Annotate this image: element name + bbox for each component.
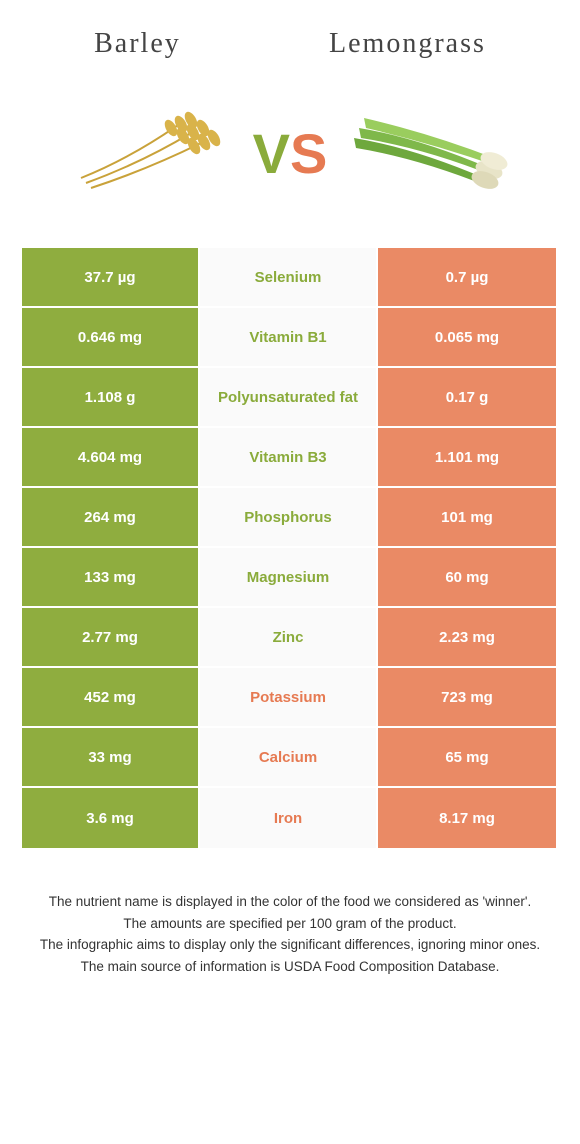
lemongrass-image xyxy=(339,108,509,198)
value-left: 133 mg xyxy=(22,548,200,606)
nutrient-label: Polyunsaturated fat xyxy=(200,368,378,426)
value-right: 0.7 µg xyxy=(378,248,556,306)
value-right: 723 mg xyxy=(378,668,556,726)
table-row: 3.6 mgIron8.17 mg xyxy=(22,788,558,848)
nutrient-label: Iron xyxy=(200,788,378,848)
nutrient-label: Magnesium xyxy=(200,548,378,606)
value-right: 2.23 mg xyxy=(378,608,556,666)
table-row: 0.646 mgVitamin B10.065 mg xyxy=(22,308,558,368)
value-right: 101 mg xyxy=(378,488,556,546)
value-right: 1.101 mg xyxy=(378,428,556,486)
table-row: 37.7 µgSelenium0.7 µg xyxy=(22,248,558,308)
footnotes: The nutrient name is displayed in the co… xyxy=(0,848,580,998)
title-right: Lemongrass xyxy=(329,28,486,60)
footnote-line: The amounts are specified per 100 gram o… xyxy=(28,914,552,934)
value-left: 264 mg xyxy=(22,488,200,546)
nutrient-table: 37.7 µgSelenium0.7 µg0.646 mgVitamin B10… xyxy=(22,248,558,848)
table-row: 4.604 mgVitamin B31.101 mg xyxy=(22,428,558,488)
footnote-line: The main source of information is USDA F… xyxy=(28,957,552,977)
table-row: 1.108 gPolyunsaturated fat0.17 g xyxy=(22,368,558,428)
nutrient-label: Zinc xyxy=(200,608,378,666)
nutrient-label: Phosphorus xyxy=(200,488,378,546)
table-row: 133 mgMagnesium60 mg xyxy=(22,548,558,608)
vs-text: VS xyxy=(253,121,328,186)
header: Barley Lemongrass xyxy=(0,0,580,68)
vs-s: S xyxy=(290,122,327,185)
nutrient-label: Selenium xyxy=(200,248,378,306)
nutrient-label: Calcium xyxy=(200,728,378,786)
value-right: 8.17 mg xyxy=(378,788,556,848)
value-left: 1.108 g xyxy=(22,368,200,426)
value-right: 0.065 mg xyxy=(378,308,556,366)
table-row: 264 mgPhosphorus101 mg xyxy=(22,488,558,548)
barley-image xyxy=(71,108,241,198)
vs-row: VS xyxy=(0,68,580,248)
value-left: 3.6 mg xyxy=(22,788,200,848)
table-row: 33 mgCalcium65 mg xyxy=(22,728,558,788)
nutrient-label: Vitamin B1 xyxy=(200,308,378,366)
value-left: 2.77 mg xyxy=(22,608,200,666)
value-left: 0.646 mg xyxy=(22,308,200,366)
table-row: 452 mgPotassium723 mg xyxy=(22,668,558,728)
footnote-line: The nutrient name is displayed in the co… xyxy=(28,892,552,912)
nutrient-label: Vitamin B3 xyxy=(200,428,378,486)
table-row: 2.77 mgZinc2.23 mg xyxy=(22,608,558,668)
value-right: 0.17 g xyxy=(378,368,556,426)
value-left: 37.7 µg xyxy=(22,248,200,306)
value-left: 452 mg xyxy=(22,668,200,726)
value-left: 33 mg xyxy=(22,728,200,786)
footnote-line: The infographic aims to display only the… xyxy=(28,935,552,955)
value-left: 4.604 mg xyxy=(22,428,200,486)
value-right: 60 mg xyxy=(378,548,556,606)
value-right: 65 mg xyxy=(378,728,556,786)
vs-v: V xyxy=(253,122,290,185)
title-left: Barley xyxy=(94,28,181,60)
nutrient-label: Potassium xyxy=(200,668,378,726)
